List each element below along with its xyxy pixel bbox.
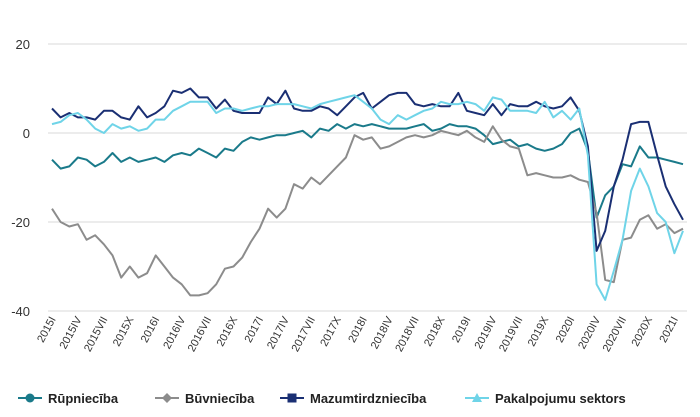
x-tick-label: 2016I [139, 315, 163, 345]
x-tick-label: 2019I [450, 315, 474, 345]
x-tick-label: 2017X [318, 314, 344, 348]
y-axis-ticks: 20 0 -20 -40 [11, 37, 30, 319]
x-tick-label: 2020VII [601, 315, 629, 354]
series-line [51, 87, 684, 252]
legend-marker-diamond [162, 393, 172, 403]
x-tick-label: 2020X [630, 314, 656, 348]
series-line [51, 125, 684, 297]
x-tick-label: 2016X [215, 314, 241, 348]
x-tick-label: 2016VII [186, 315, 214, 354]
legend-label: Rūpniecība [48, 391, 119, 406]
legend-label: Mazumtirdzniecība [310, 391, 427, 406]
legend-marker-circle [25, 393, 35, 403]
legend-marker-triangle [472, 393, 482, 402]
x-tick-label: 2018X [422, 314, 448, 348]
y-tick-label: 0 [23, 126, 30, 141]
y-tick-label: 20 [16, 37, 30, 52]
x-tick-label: 2020I [554, 315, 578, 345]
legend: Rūpniecība Būvniecība Mazumtirdzniecība Pak… [18, 391, 626, 406]
legend-label: Būvniecība [185, 391, 255, 406]
x-tick-label: 2018IV [369, 314, 396, 351]
x-tick-label: 2019VII [497, 315, 525, 354]
x-tick-label: 2016IV [161, 314, 188, 351]
y-tick-label: -20 [11, 215, 30, 230]
x-tick-label: 2020IV [576, 314, 603, 351]
x-tick-label: 2021I [657, 315, 681, 345]
x-tick-label: 2019X [526, 314, 552, 348]
series-line [51, 123, 684, 219]
legend-label: Pakalpojumu sektors [495, 391, 626, 406]
x-tick-label: 2018VII [393, 315, 421, 354]
x-tick-label: 2017IV [265, 314, 292, 351]
x-tick-label: 2017VII [290, 315, 318, 354]
series-lines [51, 87, 684, 301]
y-tick-label: -40 [11, 304, 30, 319]
x-tick-label: 2017I [243, 315, 267, 345]
x-tick-label: 2015X [111, 314, 137, 348]
x-tick-label: 2019IV [473, 314, 500, 351]
x-tick-label: 2015VII [82, 315, 110, 354]
x-tick-label: 2015I [35, 315, 59, 345]
x-tick-label: 2015IV [58, 314, 85, 351]
legend-marker-square [287, 393, 297, 403]
x-tick-label: 2018I [346, 315, 370, 345]
series-line [51, 94, 684, 301]
